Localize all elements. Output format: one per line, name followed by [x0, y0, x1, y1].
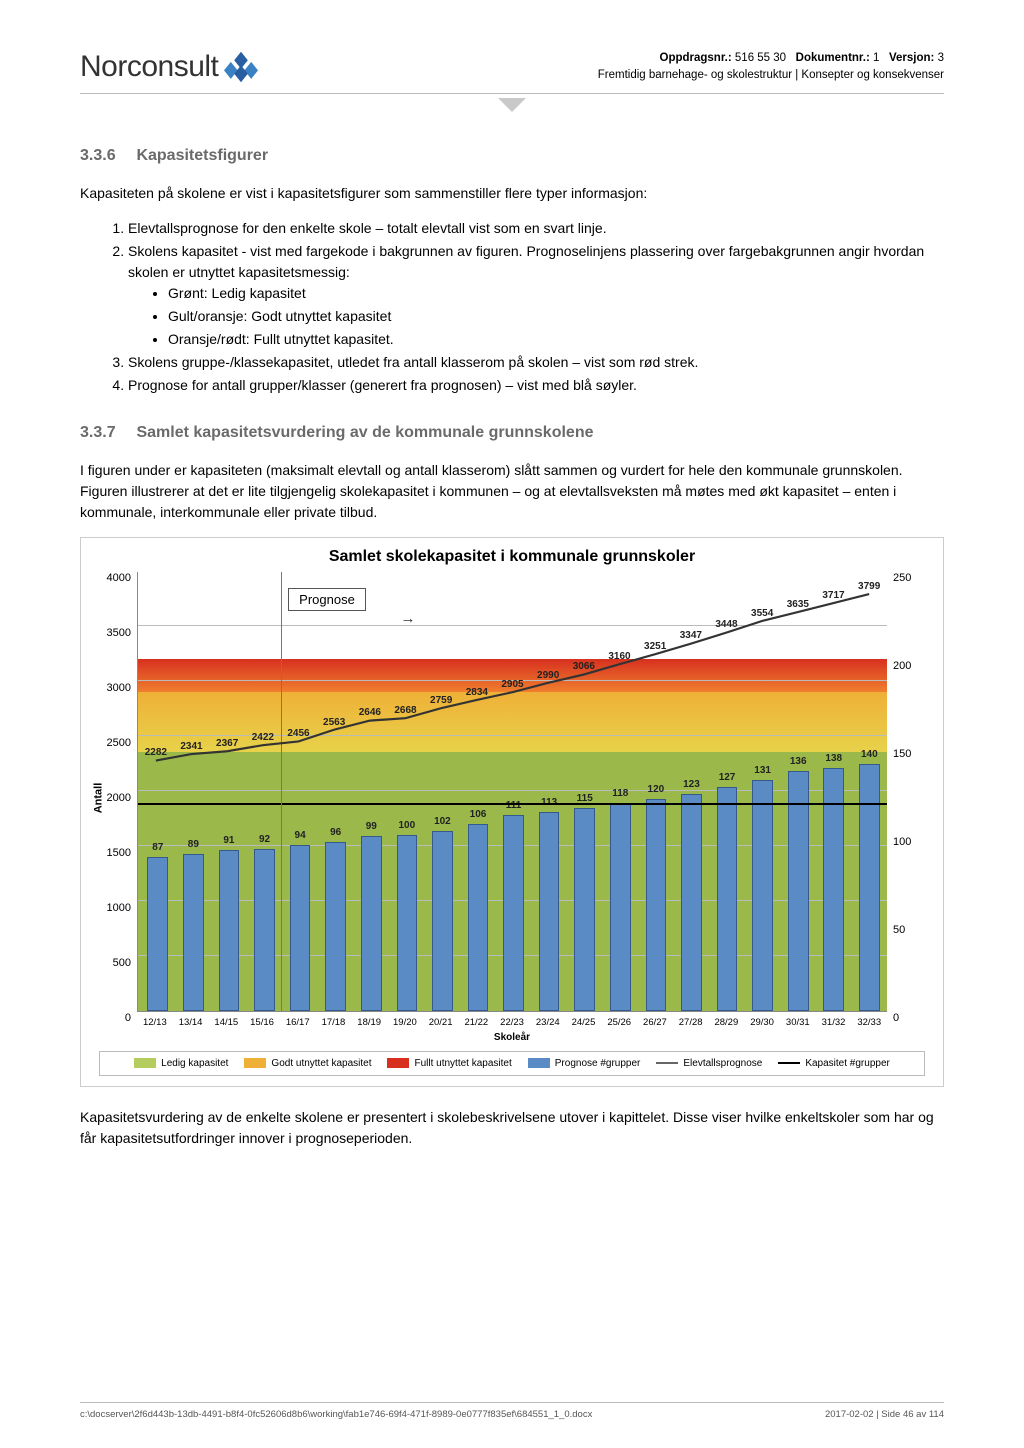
bar: 89: [183, 854, 204, 1011]
chart-legend: Ledig kapasitet Godt utnyttet kapasitet Fu…: [99, 1051, 925, 1076]
footer-path: c:\docserver\2f6d443b-13db-4491-b8f4-0fc…: [80, 1409, 592, 1420]
header-meta: Oppdragsnr.: 516 55 30 Dokumentnr.: 1 Ve…: [598, 50, 944, 85]
page-header: Norconsult Oppdragsnr.: 516 55 30 Dokume…: [80, 50, 944, 94]
bar: 115: [574, 808, 595, 1010]
bar: 113: [539, 812, 560, 1011]
x-tick: 17/18: [316, 1017, 352, 1028]
company-logo: Norconsult: [80, 50, 258, 84]
logo-icon: [224, 50, 258, 84]
intro-336: Kapasiteten på skolene er vist i kapasit…: [80, 183, 944, 204]
x-axis: 12/1313/1414/1515/1616/1717/1818/1919/20…: [137, 1012, 887, 1028]
chart-area: Antall 05001000150020002500300035004000 …: [95, 572, 929, 1012]
bar: 92: [254, 849, 275, 1011]
x-tick: 31/32: [816, 1017, 852, 1028]
x-tick: 15/16: [244, 1017, 280, 1028]
after-chart-para: Kapasitetsvurdering av de enkelte skolen…: [80, 1107, 944, 1149]
y-axis-left: Antall 05001000150020002500300035004000: [95, 572, 137, 1012]
x-tick: 13/14: [173, 1017, 209, 1028]
bar: 120: [646, 799, 667, 1010]
x-tick: 14/15: [208, 1017, 244, 1028]
capacity-chart: Samlet skolekapasitet i kommunale grunns…: [80, 537, 944, 1087]
x-tick: 19/20: [387, 1017, 423, 1028]
x-tick: 27/28: [673, 1017, 709, 1028]
x-tick: 24/25: [566, 1017, 602, 1028]
x-tick: 18/19: [351, 1017, 387, 1028]
x-tick: 28/29: [709, 1017, 745, 1028]
x-tick: 25/26: [601, 1017, 637, 1028]
bar: 91: [219, 850, 240, 1010]
x-tick: 32/33: [851, 1017, 887, 1028]
x-tick: 26/27: [637, 1017, 673, 1028]
legend-item: Fullt utnyttet kapasitet: [387, 1058, 511, 1069]
bar: 102: [432, 831, 453, 1011]
legend-item: Godt utnyttet kapasitet: [244, 1058, 371, 1069]
legend-item: Ledig kapasitet: [134, 1058, 228, 1069]
bar: 118: [610, 803, 631, 1011]
bar: 96: [325, 842, 346, 1011]
para-337: I figuren under er kapasiteten (maksimal…: [80, 460, 944, 523]
page-footer: c:\docserver\2f6d443b-13db-4491-b8f4-0fc…: [80, 1402, 944, 1420]
legend-item: Kapasitet #grupper: [778, 1058, 890, 1069]
bar: 106: [468, 824, 489, 1011]
x-tick: 30/31: [780, 1017, 816, 1028]
footer-pageinfo: 2017-02-02 | Side 46 av 114: [825, 1409, 944, 1420]
list-336: Elevtallsprognose for den enkelte skole …: [128, 218, 944, 396]
x-tick: 22/23: [494, 1017, 530, 1028]
heading-337: 3.3.7 Samlet kapasitetsvurdering av de k…: [80, 424, 944, 442]
legend-item: Prognose #grupper: [528, 1058, 641, 1069]
y-axis-right: 050100150200250: [887, 572, 929, 1012]
bar: 136: [788, 771, 809, 1010]
bar: 123: [681, 794, 702, 1010]
x-tick: 12/13: [137, 1017, 173, 1028]
legend-item: Elevtallsprognose: [656, 1058, 762, 1069]
x-tick: 16/17: [280, 1017, 316, 1028]
heading-336: 3.3.6 Kapasitetsfigurer: [80, 147, 944, 165]
bar: 99: [361, 836, 382, 1010]
x-axis-label: Skoleår: [95, 1032, 929, 1043]
bar: 111: [503, 815, 524, 1010]
chart-plot: 87899192949699 100 102 106 111 113 115 118 120 12…: [137, 572, 887, 1012]
bar: 87: [147, 857, 168, 1010]
bar: 127: [717, 787, 738, 1011]
bar: 94: [290, 845, 311, 1010]
bar: 100: [397, 835, 418, 1011]
bar: 140: [859, 764, 880, 1010]
x-tick: 20/21: [423, 1017, 459, 1028]
divider-triangle: [80, 98, 944, 117]
x-tick: 23/24: [530, 1017, 566, 1028]
x-tick: 21/22: [458, 1017, 494, 1028]
bar: 131: [752, 780, 773, 1011]
company-name: Norconsult: [80, 50, 218, 84]
chart-title: Samlet skolekapasitet i kommunale grunns…: [95, 548, 929, 566]
x-tick: 29/30: [744, 1017, 780, 1028]
y-axis-left-label: Antall: [92, 782, 104, 813]
